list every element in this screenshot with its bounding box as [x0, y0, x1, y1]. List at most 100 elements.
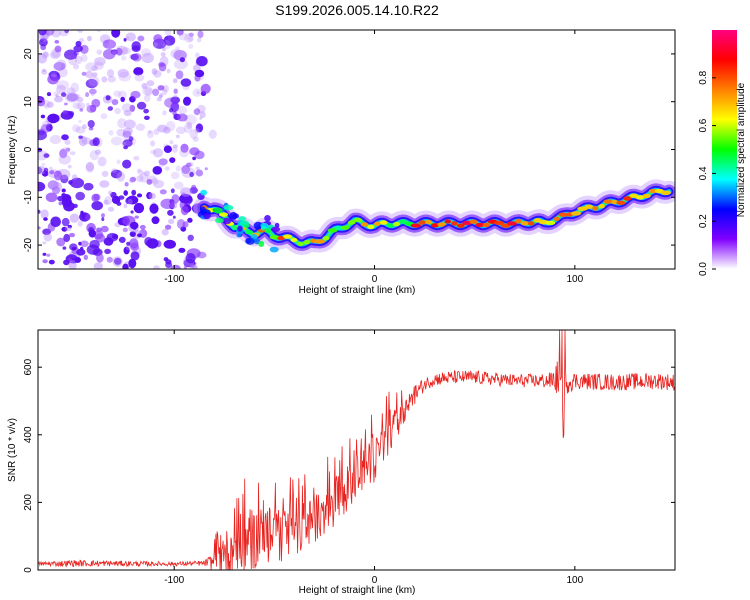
noise-blob: [69, 177, 85, 189]
y-tick-label: 0: [23, 146, 34, 152]
ridge-side-blob: [213, 207, 223, 214]
noise-blob: [40, 209, 49, 219]
noise-blob: [131, 45, 141, 52]
noise-blob: [94, 61, 104, 70]
ridge-hotspot: [283, 234, 292, 239]
noise-blob: [146, 80, 155, 87]
noise-blob: [199, 111, 206, 119]
noise-blob: [181, 165, 191, 174]
noise-blob: [81, 71, 87, 76]
noise-blob: [169, 157, 176, 164]
x-tick-label: 0: [372, 274, 378, 285]
ridge-hotspot: [374, 221, 381, 226]
x-tick-label: 0: [372, 575, 378, 586]
noise-blob: [110, 136, 123, 146]
noise-blob: [88, 76, 100, 87]
noise-blob: [55, 93, 59, 98]
colorbar-ticks: 0.0 0.2 0.4 0.6 0.8: [698, 70, 716, 276]
noise-blob: [176, 106, 188, 115]
noise-blob: [107, 75, 116, 83]
noise-blob: [188, 32, 194, 37]
noise-blob: [76, 102, 86, 110]
ridge-hotspot: [245, 230, 254, 235]
noise-blob: [38, 98, 46, 107]
ridge-hotspot: [577, 206, 588, 211]
noise-blob: [88, 227, 94, 233]
noise-blob: [85, 213, 91, 221]
noise-blob: [95, 233, 106, 243]
y-tick-label: 10: [23, 96, 34, 108]
noise-blob: [199, 116, 202, 120]
noise-blob: [123, 246, 130, 255]
noise-blob: [148, 130, 152, 134]
noise-blob: [118, 90, 127, 100]
noise-blob: [43, 217, 48, 221]
noise-blob: [135, 123, 146, 131]
x-tick-label: 100: [566, 575, 583, 586]
noise-blob: [63, 233, 71, 243]
noise-blob: [129, 177, 135, 184]
noise-blob: [127, 198, 133, 205]
noise-blob: [183, 96, 191, 106]
noise-blob: [61, 226, 68, 232]
noise-blob: [38, 226, 41, 230]
noise-blob: [67, 164, 72, 169]
noise-blob: [120, 96, 125, 102]
noise-blob: [38, 166, 43, 175]
noise-blob: [53, 61, 66, 71]
ridge-hotspot: [277, 236, 286, 241]
ridge-hotspot: [393, 221, 401, 227]
x-tick-label: -100: [164, 274, 184, 285]
noise-blob: [105, 95, 111, 101]
noise-blob: [69, 213, 80, 223]
noise-blob: [173, 181, 184, 190]
noise-blob: [179, 148, 189, 158]
ridge-hotspot: [456, 223, 465, 228]
noise-blob: [136, 175, 144, 183]
noise-blob: [61, 188, 66, 193]
noise-blob: [96, 49, 103, 55]
noise-blob: [96, 227, 102, 232]
noise-blob: [133, 67, 144, 76]
noise-blob: [185, 162, 192, 167]
noise-blob: [187, 234, 194, 241]
noise-blob: [193, 108, 201, 116]
noise-blob: [69, 243, 78, 251]
noise-blob: [153, 70, 162, 78]
noise-blob: [63, 201, 75, 212]
noise-blob: [180, 143, 189, 153]
noise-blob: [175, 134, 180, 139]
ridge-hotspot: [584, 204, 594, 209]
noise-blob: [117, 68, 129, 78]
noise-blob: [106, 69, 115, 78]
noise-blob: [54, 45, 62, 53]
noise-blob: [75, 55, 83, 65]
noise-blob: [134, 73, 145, 82]
noise-blob: [50, 216, 61, 228]
snr-frame: [37, 329, 676, 571]
ridge-hotspot: [475, 222, 485, 228]
noise-blob: [156, 97, 162, 102]
noise-blob: [129, 231, 136, 237]
noise-blob: [62, 246, 67, 250]
noise-blob: [163, 239, 176, 249]
ridge-hotspot: [367, 224, 375, 230]
noise-blob: [165, 259, 172, 265]
noise-blob: [116, 171, 126, 182]
noise-blob: [162, 47, 166, 52]
ridge-hotspot: [506, 221, 517, 226]
noise-blob: [100, 225, 109, 233]
noise-blob: [62, 110, 68, 114]
noise-blob: [104, 196, 113, 206]
ridge-hotspot: [622, 196, 632, 201]
noise-blob: [175, 70, 184, 80]
noise-blob: [178, 32, 189, 41]
noise-blob: [153, 34, 163, 43]
noise-blob: [137, 35, 145, 42]
ridge-side-blob: [274, 222, 280, 228]
noise-blob: [122, 263, 129, 269]
noise-blob: [70, 151, 76, 156]
noise-blob: [200, 83, 211, 94]
noise-blob: [141, 52, 154, 64]
